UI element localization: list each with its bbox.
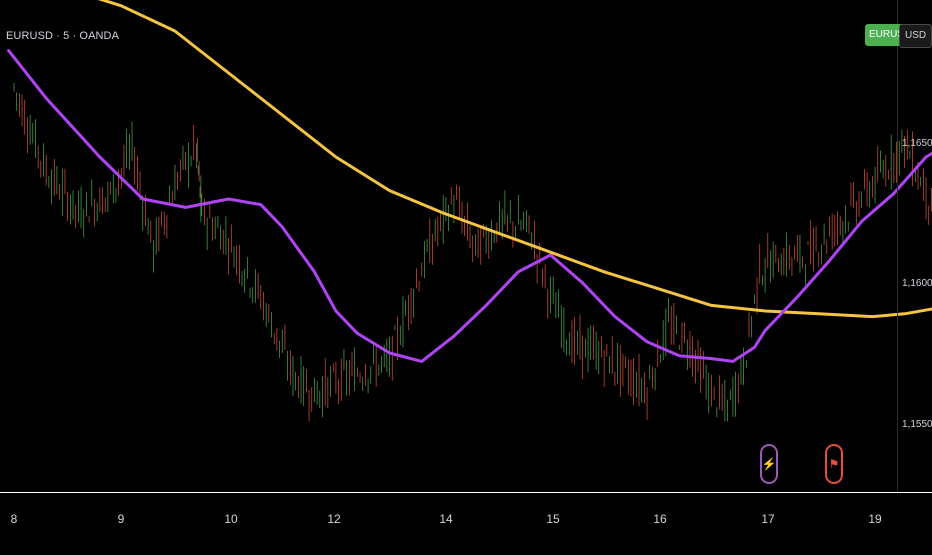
ema-fast-line <box>7 49 932 363</box>
time-label: 17 <box>761 512 775 526</box>
time-label: 12 <box>327 512 341 526</box>
currency-badge[interactable]: USD <box>899 24 932 48</box>
lightning-icon[interactable]: ⚡ <box>760 444 778 484</box>
time-label: 19 <box>868 512 882 526</box>
time-label: 8 <box>10 512 18 526</box>
time-label: 16 <box>653 512 667 526</box>
price-scale-divider <box>897 0 898 493</box>
time-label: 14 <box>439 512 453 526</box>
us-flag-icon[interactable]: ⚑ <box>825 444 843 484</box>
symbol-title: EURUSD · 5 · OANDA <box>6 30 120 42</box>
series-group <box>7 0 932 363</box>
candle-group <box>13 83 932 422</box>
ema-slow-line <box>97 0 932 319</box>
price-label-3: 1,15500 <box>902 419 932 430</box>
price-label-2: 1,16000 <box>902 278 932 289</box>
price-label-1: 1,16500 <box>902 138 932 149</box>
time-label: 15 <box>546 512 560 526</box>
time-label: 10 <box>224 512 238 526</box>
time-axis-line <box>0 492 932 493</box>
time-label: 9 <box>117 512 125 526</box>
